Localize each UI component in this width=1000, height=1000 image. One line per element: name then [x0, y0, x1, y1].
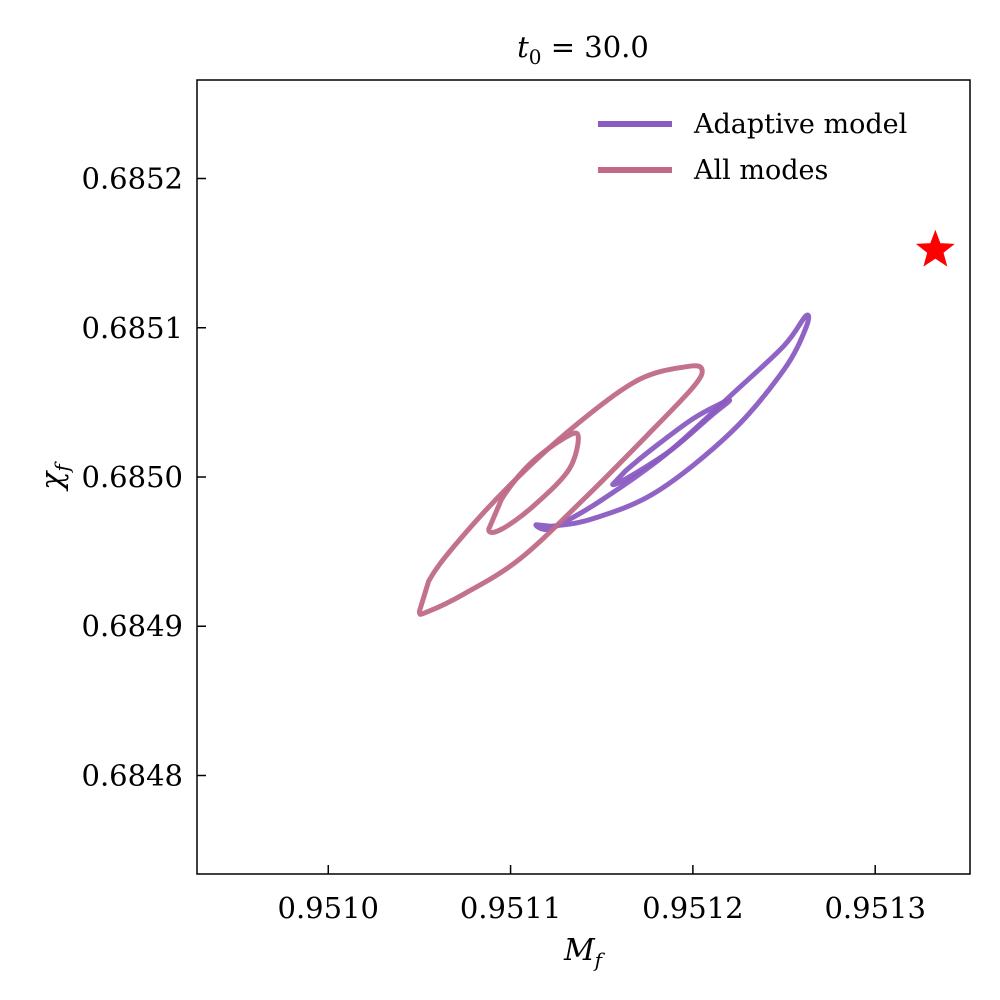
plot-frame	[196, 79, 971, 875]
chart-title: t0 = 30.0	[517, 30, 649, 69]
y-tick-label: 0.6852	[82, 162, 183, 196]
true-value-star-marker	[915, 229, 955, 267]
y-tick-label: 0.6848	[82, 758, 183, 792]
contour-inner	[610, 397, 733, 488]
plot-area	[416, 229, 955, 617]
x-tick-label: 0.9512	[642, 891, 743, 925]
series-adaptive-model	[533, 312, 812, 533]
y-axis-label: χf	[35, 461, 74, 492]
x-axis-label: Mf	[563, 933, 606, 972]
legend-label: All modes	[693, 155, 828, 186]
y-axis: 0.6848 0.6849 0.6850 0.6851 0.6852	[82, 162, 206, 792]
contour-outer	[533, 312, 812, 533]
y-tick-label: 0.6850	[82, 460, 183, 494]
x-tick-label: 0.9511	[460, 891, 561, 925]
series-all-modes	[416, 363, 705, 617]
y-tick-label: 0.6851	[82, 311, 183, 345]
x-tick-label: 0.9510	[278, 891, 379, 925]
x-axis: 0.9510 0.9511 0.9512 0.9513	[278, 865, 926, 925]
legend-label: Adaptive model	[693, 109, 907, 140]
legend: Adaptive model All modes	[598, 109, 907, 186]
contour-inner	[486, 430, 581, 535]
y-tick-label: 0.6849	[82, 609, 183, 643]
x-tick-label: 0.9513	[824, 891, 925, 925]
